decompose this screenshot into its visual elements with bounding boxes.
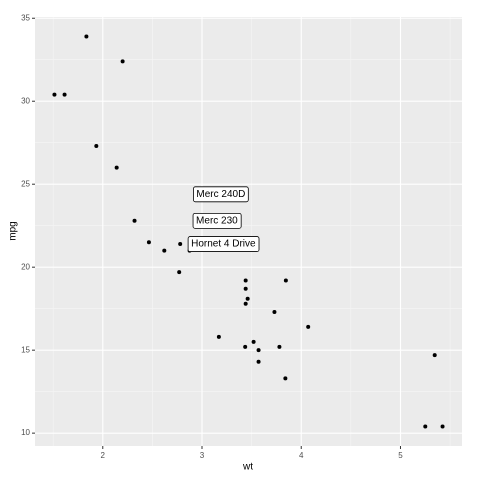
point	[423, 424, 428, 429]
point	[243, 301, 248, 306]
point	[256, 348, 261, 353]
point	[243, 286, 248, 291]
label-text: Merc 240D	[196, 189, 245, 200]
point	[251, 339, 256, 344]
point	[216, 334, 221, 339]
point	[146, 240, 151, 245]
point	[120, 59, 125, 64]
panel	[35, 17, 462, 446]
point	[94, 144, 99, 149]
label-box	[192, 212, 242, 229]
y-tick-label: 35	[21, 13, 30, 22]
point	[245, 296, 250, 301]
y-tick-label: 15	[21, 345, 30, 354]
point	[62, 92, 67, 97]
point	[84, 34, 89, 39]
x-axis-title: wt	[242, 462, 253, 473]
point	[243, 278, 248, 283]
point	[272, 309, 277, 314]
label-box	[193, 186, 249, 203]
label-text: Hornet 4 Drive	[191, 239, 256, 250]
point	[283, 278, 288, 283]
y-tick-label: 30	[21, 96, 30, 105]
point	[177, 270, 182, 275]
x-tick-label: 5	[398, 451, 403, 460]
y-tick-label: 20	[21, 262, 30, 271]
y-tick-label: 10	[21, 428, 30, 437]
y-tick-label: 25	[21, 179, 30, 188]
label-box	[187, 236, 260, 252]
point	[114, 165, 119, 170]
point	[162, 248, 167, 253]
point	[243, 344, 248, 349]
x-tick-label: 2	[101, 451, 106, 460]
point	[283, 376, 288, 381]
y-axis-title: mpg	[8, 221, 19, 240]
point	[132, 218, 137, 223]
point	[52, 92, 57, 97]
point	[306, 324, 311, 329]
point	[178, 241, 183, 246]
point	[432, 353, 437, 358]
x-tick-label: 3	[200, 451, 205, 460]
point	[277, 344, 282, 349]
label-text: Merc 230	[196, 215, 238, 226]
point	[256, 359, 261, 364]
point	[440, 424, 445, 429]
x-tick-label: 4	[299, 451, 304, 460]
